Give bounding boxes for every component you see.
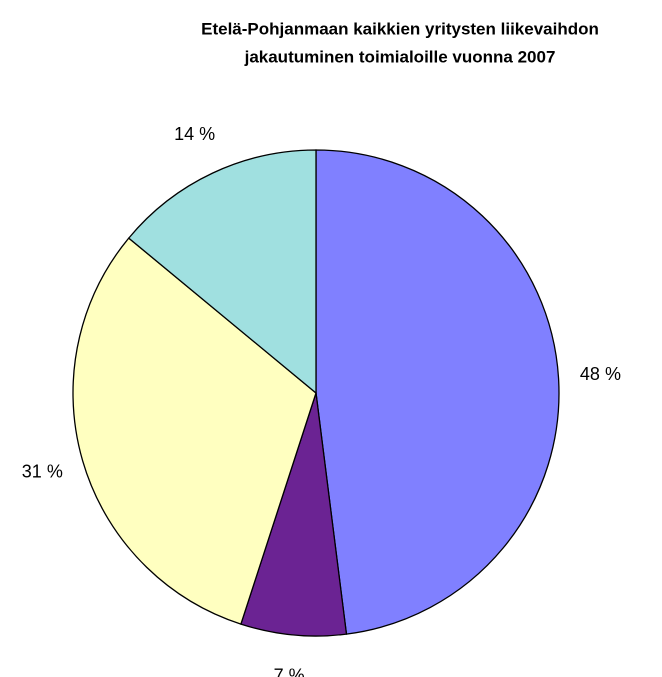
data-label: 14 % bbox=[174, 124, 215, 144]
chart-title: Etelä-Pohjanmaan kaikkien yritysten liik… bbox=[201, 19, 599, 38]
data-label: 48 % bbox=[580, 364, 621, 384]
pie-slice bbox=[315, 149, 560, 635]
pie-slice bbox=[240, 392, 348, 637]
pie-slice bbox=[72, 237, 317, 625]
data-label: 31 % bbox=[22, 461, 63, 481]
pie-slice bbox=[127, 149, 317, 395]
data-label: 7 % bbox=[274, 665, 305, 677]
chart-title: jakautuminen toimialoille vuonna 2007 bbox=[244, 47, 556, 66]
